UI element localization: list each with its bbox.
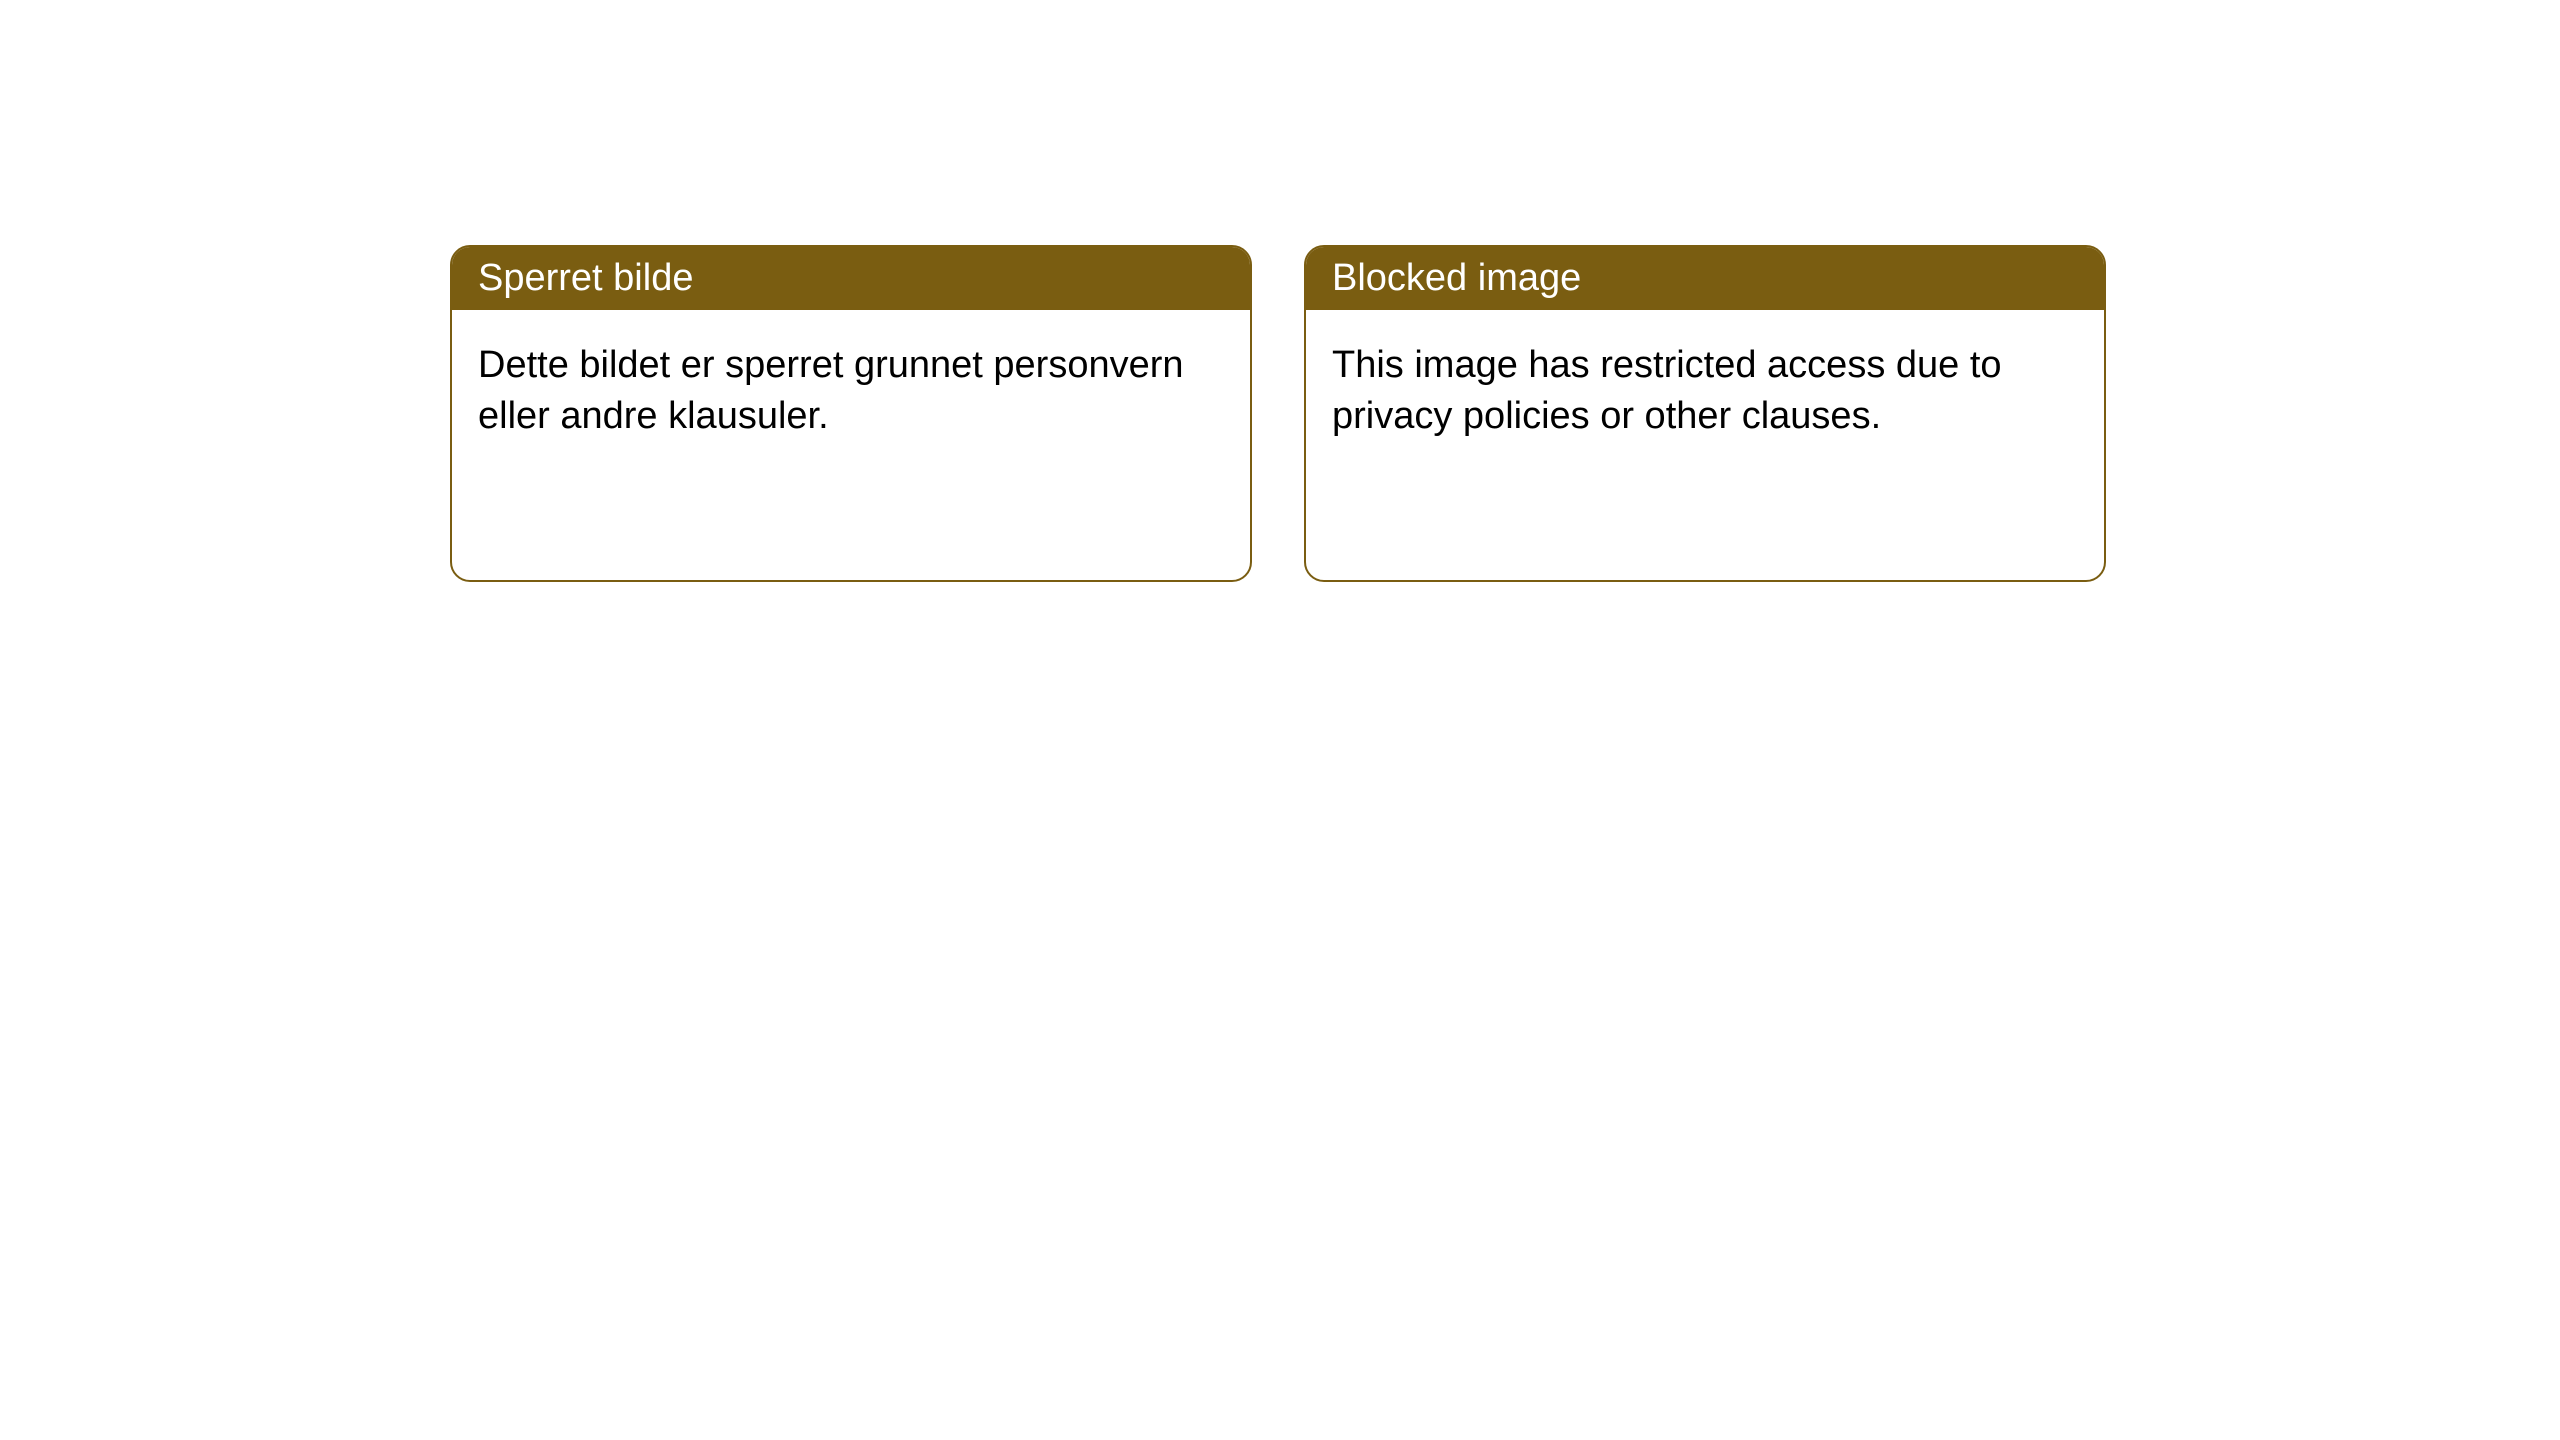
- card-body-no: Dette bildet er sperret grunnet personve…: [452, 310, 1250, 580]
- blocked-image-card-en: Blocked image This image has restricted …: [1304, 245, 2106, 582]
- card-message-no: Dette bildet er sperret grunnet personve…: [478, 344, 1184, 437]
- card-header-no: Sperret bilde: [452, 247, 1250, 310]
- card-message-en: This image has restricted access due to …: [1332, 344, 2002, 437]
- blocked-image-card-no: Sperret bilde Dette bildet er sperret gr…: [450, 245, 1252, 582]
- message-container: Sperret bilde Dette bildet er sperret gr…: [450, 245, 2106, 582]
- card-body-en: This image has restricted access due to …: [1306, 310, 2104, 580]
- card-title-no: Sperret bilde: [478, 257, 693, 299]
- card-title-en: Blocked image: [1332, 257, 1581, 299]
- card-header-en: Blocked image: [1306, 247, 2104, 310]
